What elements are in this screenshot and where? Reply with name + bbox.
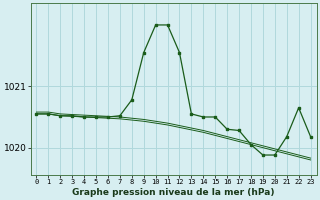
X-axis label: Graphe pression niveau de la mer (hPa): Graphe pression niveau de la mer (hPa) [72,188,275,197]
